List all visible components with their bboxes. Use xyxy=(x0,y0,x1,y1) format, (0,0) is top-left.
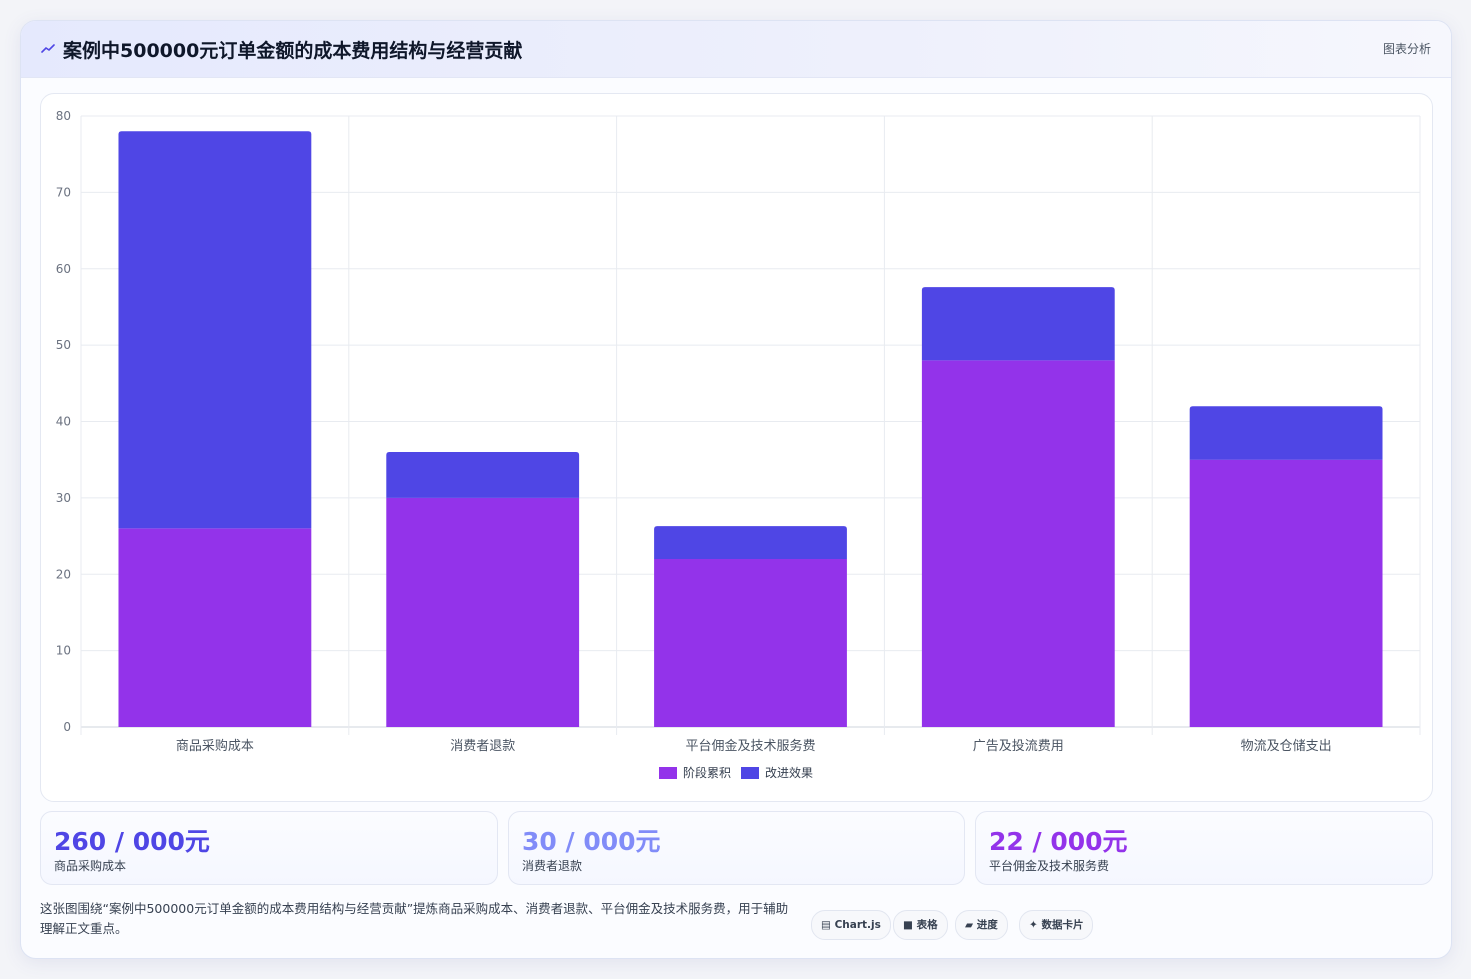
bar-segment xyxy=(654,558,847,727)
chart-description: 这张图围绕“案例中500000元订单金额的成本费用结构与经营贡献”提炼商品采购成… xyxy=(40,901,789,936)
progress-icon: ▰ xyxy=(965,919,974,931)
chip-data-card[interactable]: ✦ 数据卡片 xyxy=(1019,910,1094,940)
x-tick-label: 物流及仓储支出 xyxy=(1241,739,1332,754)
y-tick-label: 10 xyxy=(56,644,71,658)
bar-segment xyxy=(386,452,580,498)
page-title: 案例中500000元订单金额的成本费用结构与经营贡献 xyxy=(63,40,523,62)
chip-label: 进度 xyxy=(976,919,998,931)
bar-segment xyxy=(921,360,1115,727)
y-tick-label: 0 xyxy=(63,720,71,734)
y-tick-label: 60 xyxy=(56,262,71,276)
chart-line-icon xyxy=(41,44,55,53)
x-tick-label: 广告及投流费用 xyxy=(973,738,1064,754)
stat-card-procurement: 260 / 000元 商品采购成本 xyxy=(40,811,498,885)
sparkle-icon: ✦ xyxy=(1029,919,1038,931)
chip-label: 数据卡片 xyxy=(1041,919,1084,931)
bar-segment xyxy=(386,497,580,727)
chart-area: 0 10 20 30 40 50 60 70 80 商品采购成本 消费者退款 平台佣金及技术服务费 广告… xyxy=(40,93,1433,802)
bar-segment xyxy=(654,526,847,559)
y-tick-label: 70 xyxy=(56,185,71,199)
bar-segment xyxy=(118,131,312,529)
legend-label: 阶段累积 xyxy=(683,765,731,780)
stat-label: 消费者退款 xyxy=(522,859,583,873)
stat-value: 22 / 000元 xyxy=(989,827,1128,856)
card-header: 案例中500000元订单金额的成本费用结构与经营贡献 图表分析 xyxy=(21,21,1451,78)
bar-segment xyxy=(1189,459,1383,727)
bar-segment xyxy=(921,287,1115,361)
chip-progress[interactable]: ▰ 进度 xyxy=(955,910,1008,940)
x-tick-label: 商品采购成本 xyxy=(176,738,254,754)
stat-value: 30 / 000元 xyxy=(522,827,661,856)
y-tick-label: 50 xyxy=(56,338,71,352)
chart-icon: ▤ xyxy=(821,919,831,931)
y-tick-label: 40 xyxy=(56,415,71,429)
stat-label: 商品采购成本 xyxy=(54,859,127,873)
stat-label: 平台佣金及技术服务费 xyxy=(989,859,1110,873)
table-icon: ■ xyxy=(903,919,913,931)
legend-label: 改进效果 xyxy=(765,765,813,780)
y-tick-label: 20 xyxy=(56,567,71,581)
chip-chartjs[interactable]: ▤ Chart.js xyxy=(811,910,891,940)
chart-analysis-tag: 图表分析 xyxy=(1382,42,1431,56)
chip-label: Chart.js xyxy=(834,919,881,931)
stat-value: 260 / 000元 xyxy=(54,827,210,856)
bar-segment xyxy=(118,528,312,727)
stat-card-commission: 22 / 000元 平台佣金及技术服务费 xyxy=(975,811,1433,885)
y-tick-label: 80 xyxy=(56,109,71,123)
chip-label: 表格 xyxy=(916,919,938,931)
x-tick-label: 平台佣金及技术服务费 xyxy=(685,738,815,754)
y-tick-label: 30 xyxy=(56,491,71,505)
legend-swatch xyxy=(741,767,759,779)
chart-card: 案例中500000元订单金额的成本费用结构与经营贡献 图表分析 0 10 20 30 4… xyxy=(20,20,1452,959)
stat-card-refund: 30 / 000元 消费者退款 xyxy=(508,811,965,885)
legend-swatch xyxy=(659,767,677,779)
chip-table[interactable]: ■ 表格 xyxy=(893,910,948,940)
x-tick-label: 消费者退款 xyxy=(450,739,515,754)
bar-segment xyxy=(1189,406,1383,460)
stacked-bar-chart: 0 10 20 30 40 50 60 70 80 商品采购成本 消费者退款 平台佣金及技术服务费 广告… xyxy=(56,109,1421,780)
